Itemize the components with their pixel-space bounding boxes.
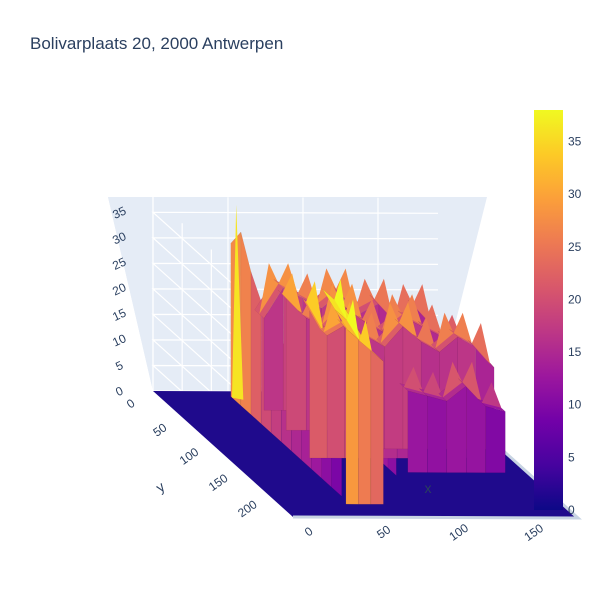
x-tick-label: 0 xyxy=(302,524,316,539)
x-tick-label: 50 xyxy=(374,522,393,541)
surface-top-facet xyxy=(347,329,384,362)
surface-spike xyxy=(282,273,303,315)
surface-front-facet xyxy=(345,309,359,505)
z-tick-label: 0 xyxy=(113,383,125,399)
y-tick-label: 0 xyxy=(124,396,138,411)
surface-spike xyxy=(402,294,423,325)
y-tick-label: 50 xyxy=(150,420,169,439)
z-tick-label: 5 xyxy=(113,358,125,374)
z-tick-label: 25 xyxy=(110,254,128,272)
y-axis-title: y xyxy=(153,478,168,495)
surface-spike xyxy=(380,302,399,343)
surface-mesh[interactable] xyxy=(230,204,506,505)
surface-spike xyxy=(453,312,472,344)
surface-spike xyxy=(471,323,490,364)
surface-spike xyxy=(423,371,443,398)
surface-spike xyxy=(334,279,347,321)
surface-front-facet xyxy=(370,350,384,505)
chart-title: Bolivarplaats 20, 2000 Antwerpen xyxy=(30,34,284,53)
colorbar-tick-label: 30 xyxy=(568,187,582,201)
z-tick-label: 35 xyxy=(110,203,128,221)
surface-spike xyxy=(306,281,324,333)
colorbar-tick-label: 5 xyxy=(568,450,575,464)
surface-front-facet xyxy=(358,329,372,505)
x-tick-label: 150 xyxy=(521,521,546,544)
surface-spike xyxy=(355,278,375,310)
surface-spike xyxy=(403,366,424,393)
surface-spike xyxy=(412,284,432,325)
colorbar-gradient xyxy=(534,110,563,510)
colorbar-tick-label: 0 xyxy=(568,503,575,517)
z-tick-label: 10 xyxy=(110,331,128,349)
surface-front-facet xyxy=(427,395,448,473)
z-tick-label: 20 xyxy=(110,280,128,298)
colorbar-tick-label: 25 xyxy=(568,240,582,254)
z-tick-label: 15 xyxy=(110,305,128,323)
surface-spike xyxy=(362,312,381,343)
y-tick-label: 200 xyxy=(235,497,260,520)
surface-spike xyxy=(435,312,454,349)
surface-spike xyxy=(481,382,502,408)
x-axis-title: x xyxy=(425,480,432,496)
x-tick-label: 100 xyxy=(446,521,471,544)
colorbar: 0 5 10 15 20 25 30 35 xyxy=(534,110,582,517)
surface-spike xyxy=(323,301,342,333)
colorbar-tick-label: 35 xyxy=(568,135,582,149)
surface-spike xyxy=(417,317,436,349)
surface-front-facet xyxy=(407,390,428,473)
surface-front-facet xyxy=(384,325,404,450)
surface-spike xyxy=(316,268,336,305)
surface-spike xyxy=(359,320,372,351)
surface-spike xyxy=(259,263,279,315)
surface-spike xyxy=(346,299,360,341)
y-tick-label: 100 xyxy=(177,445,202,468)
surface-front-facet xyxy=(326,324,345,459)
y-tick-label: 150 xyxy=(206,471,231,494)
colorbar-tick-label: 10 xyxy=(568,398,582,412)
colorbar-tick-label: 15 xyxy=(568,345,582,359)
surface-spike xyxy=(342,283,363,320)
surface-spike xyxy=(398,302,418,339)
surface-front-facet xyxy=(285,296,307,431)
colorbar-tick-label: 20 xyxy=(568,292,582,306)
surface-front-facet xyxy=(485,405,506,474)
surface-spike xyxy=(442,361,463,398)
surface-spike xyxy=(462,361,482,403)
surface-peak xyxy=(232,204,244,400)
surface-spike xyxy=(422,304,443,336)
z-tick-label: 30 xyxy=(110,229,128,247)
